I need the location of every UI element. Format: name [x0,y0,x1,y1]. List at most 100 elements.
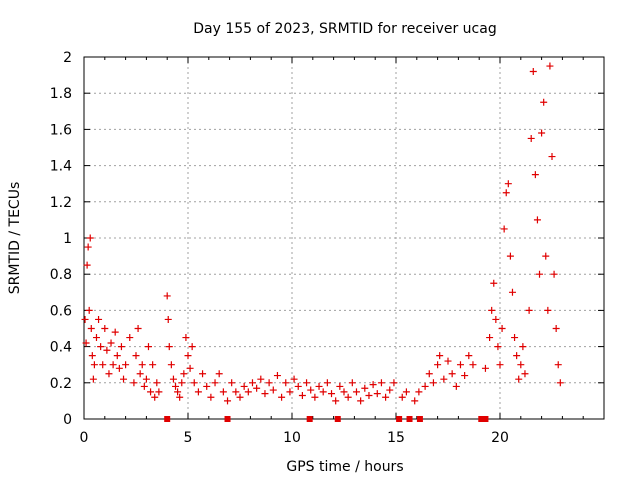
data-point [232,388,240,396]
data-point [278,393,286,401]
data-point [117,343,125,351]
data-point [456,361,464,369]
gap-marker [406,416,413,422]
data-point [519,343,527,351]
data-point [211,379,219,387]
data-point [377,379,385,387]
data-point [182,334,190,342]
data-point [425,370,433,378]
data-point [311,393,319,401]
data-point [219,388,227,396]
data-point [84,243,92,251]
data-point [550,270,558,278]
gap-marker [334,416,341,422]
data-point [328,390,336,398]
data-point [136,370,144,378]
data-point [506,252,514,260]
y-tick-labels: 0 0.2 0.4 0.6 0.8 1 1.2 1.4 1.6 1.8 2 [50,50,72,428]
data-point [517,361,525,369]
data-point [151,393,159,401]
x-tick-label: 0 [80,430,89,446]
data-point [436,352,444,360]
data-point [544,306,552,314]
data-point [194,388,202,396]
data-point [508,288,516,296]
data-point [390,379,398,387]
data-point [452,382,460,390]
data-point [142,375,150,383]
data-point [89,375,97,383]
data-point [244,388,252,396]
data-point [273,372,281,380]
data-point [465,352,473,360]
data-point [542,252,550,260]
data-point [481,364,489,372]
data-point [224,397,232,405]
y-axis-label: SRMTID / TECUs [7,182,23,295]
data-point [188,343,196,351]
y-tick-label: 2 [63,50,72,66]
data-point [199,370,207,378]
data-point [165,343,173,351]
data-point [184,352,192,360]
y-tick-label: 1 [63,231,72,247]
data-point [527,134,535,142]
data-point [87,325,95,332]
x-tick-label: 10 [283,430,301,446]
data-point [382,393,390,401]
data-point [248,379,256,387]
data-point [134,325,142,332]
data-point [440,375,448,383]
data-point [113,352,121,360]
data-point [556,379,564,387]
data-point [554,361,562,369]
data-point [147,388,155,396]
data-point [88,352,96,360]
data-point [107,339,115,347]
data-point [97,343,105,351]
data-point [434,361,442,369]
data-point [332,397,340,405]
data-point [153,379,161,387]
data-point [361,384,369,392]
data-point [186,364,194,372]
data-point [120,375,128,383]
data-point [461,372,469,380]
data-point [228,379,236,387]
data-point [172,382,180,390]
data-point [81,315,89,323]
data-point [294,382,302,390]
data-point [486,334,494,342]
data-point [448,370,456,378]
data-point [315,382,323,390]
data-point [536,270,544,278]
y-tick-label: 0.4 [50,340,72,356]
gap-marker [224,416,231,422]
data-point [348,379,356,387]
data-point [540,98,548,106]
data-point [552,325,560,332]
data-point [95,315,103,323]
data-point [122,361,130,369]
data-point [115,364,123,372]
y-tick-label: 1.6 [50,122,72,138]
gap-marker [396,416,403,422]
data-point [180,370,188,378]
y-tick-label: 1.8 [50,86,72,102]
data-point [130,379,138,387]
data-point [402,388,410,396]
y-tick-label: 0.8 [50,267,72,283]
data-point [109,361,117,369]
data-point [336,382,344,390]
data-point [265,379,273,387]
data-point [169,375,177,383]
data-point [307,386,315,394]
data-point [323,379,331,387]
data-point [538,129,546,137]
gap-marker [416,416,423,422]
data-point [103,346,111,354]
data-point [83,261,91,269]
data-point [111,328,119,336]
data-point [86,234,94,242]
data-point [369,381,377,389]
